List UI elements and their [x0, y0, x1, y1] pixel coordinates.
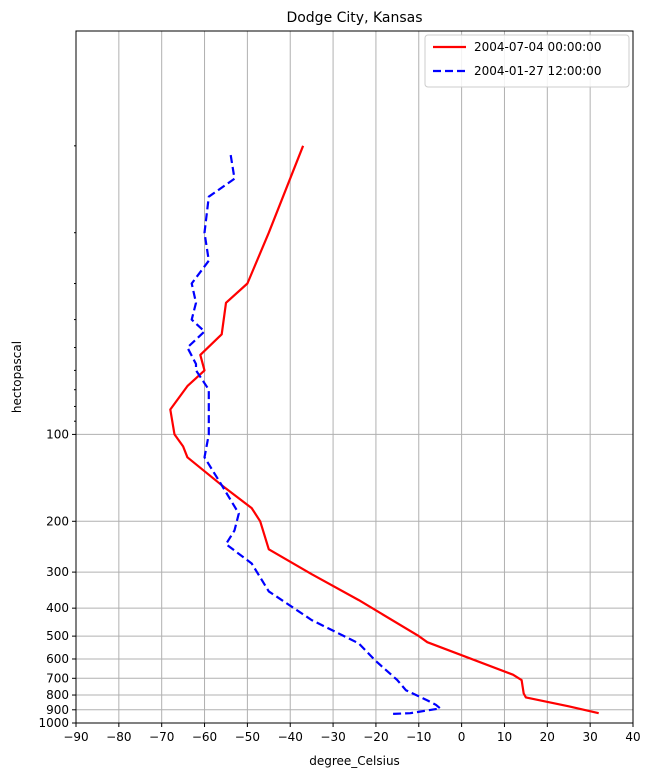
- y-tick-label: 400: [46, 601, 69, 615]
- chart-title: Dodge City, Kansas: [286, 10, 422, 26]
- x-tick-label: 0: [458, 730, 466, 744]
- y-tick-label: 900: [46, 703, 69, 717]
- y-tick-label: 700: [46, 671, 69, 685]
- legend-box: [424, 34, 630, 88]
- x-tick-label: 30: [583, 730, 598, 744]
- x-tick-label: −20: [363, 730, 388, 744]
- legend-label-1: 2004-07-04 00:00:00: [474, 40, 601, 54]
- legend-label-2: 2004-01-27 12:00:00: [474, 64, 601, 78]
- x-tick-label: 40: [625, 730, 640, 744]
- y-tick-label: 600: [46, 652, 69, 666]
- y-tick-label: 800: [46, 688, 69, 702]
- y-tick-label: 200: [46, 514, 69, 528]
- x-tick-label: −10: [406, 730, 431, 744]
- x-tick-label: −70: [149, 730, 174, 744]
- y-axis-label: hectopascal: [10, 341, 24, 413]
- y-tick-label: 300: [46, 565, 69, 579]
- legend: 2004-07-04 00:00:00 2004-01-27 12:00:00: [424, 34, 630, 88]
- series-line-1: [169, 145, 599, 715]
- y-tick-label: 500: [46, 629, 69, 643]
- y-tick-label: 1000: [38, 716, 69, 730]
- axis-ticks: −90 −80 −70 −60 −50 −40 −30 −20 −10 0 10 20 30 40 100 2…: [38, 145, 641, 744]
- series-line-2: [186, 151, 442, 715]
- x-tick-label: −90: [63, 730, 88, 744]
- x-tick-label: −80: [106, 730, 131, 744]
- x-tick-label: −60: [192, 730, 217, 744]
- x-tick-label: −40: [278, 730, 303, 744]
- y-tick-label: 100: [46, 427, 69, 441]
- x-tick-label: 20: [540, 730, 555, 744]
- plot-frame: [75, 30, 634, 724]
- x-axis-label: degree_Celsius: [309, 754, 400, 768]
- x-tick-label: 10: [497, 730, 512, 744]
- x-tick-label: −30: [320, 730, 345, 744]
- series-lines: [169, 145, 599, 715]
- x-tick-label: −50: [235, 730, 260, 744]
